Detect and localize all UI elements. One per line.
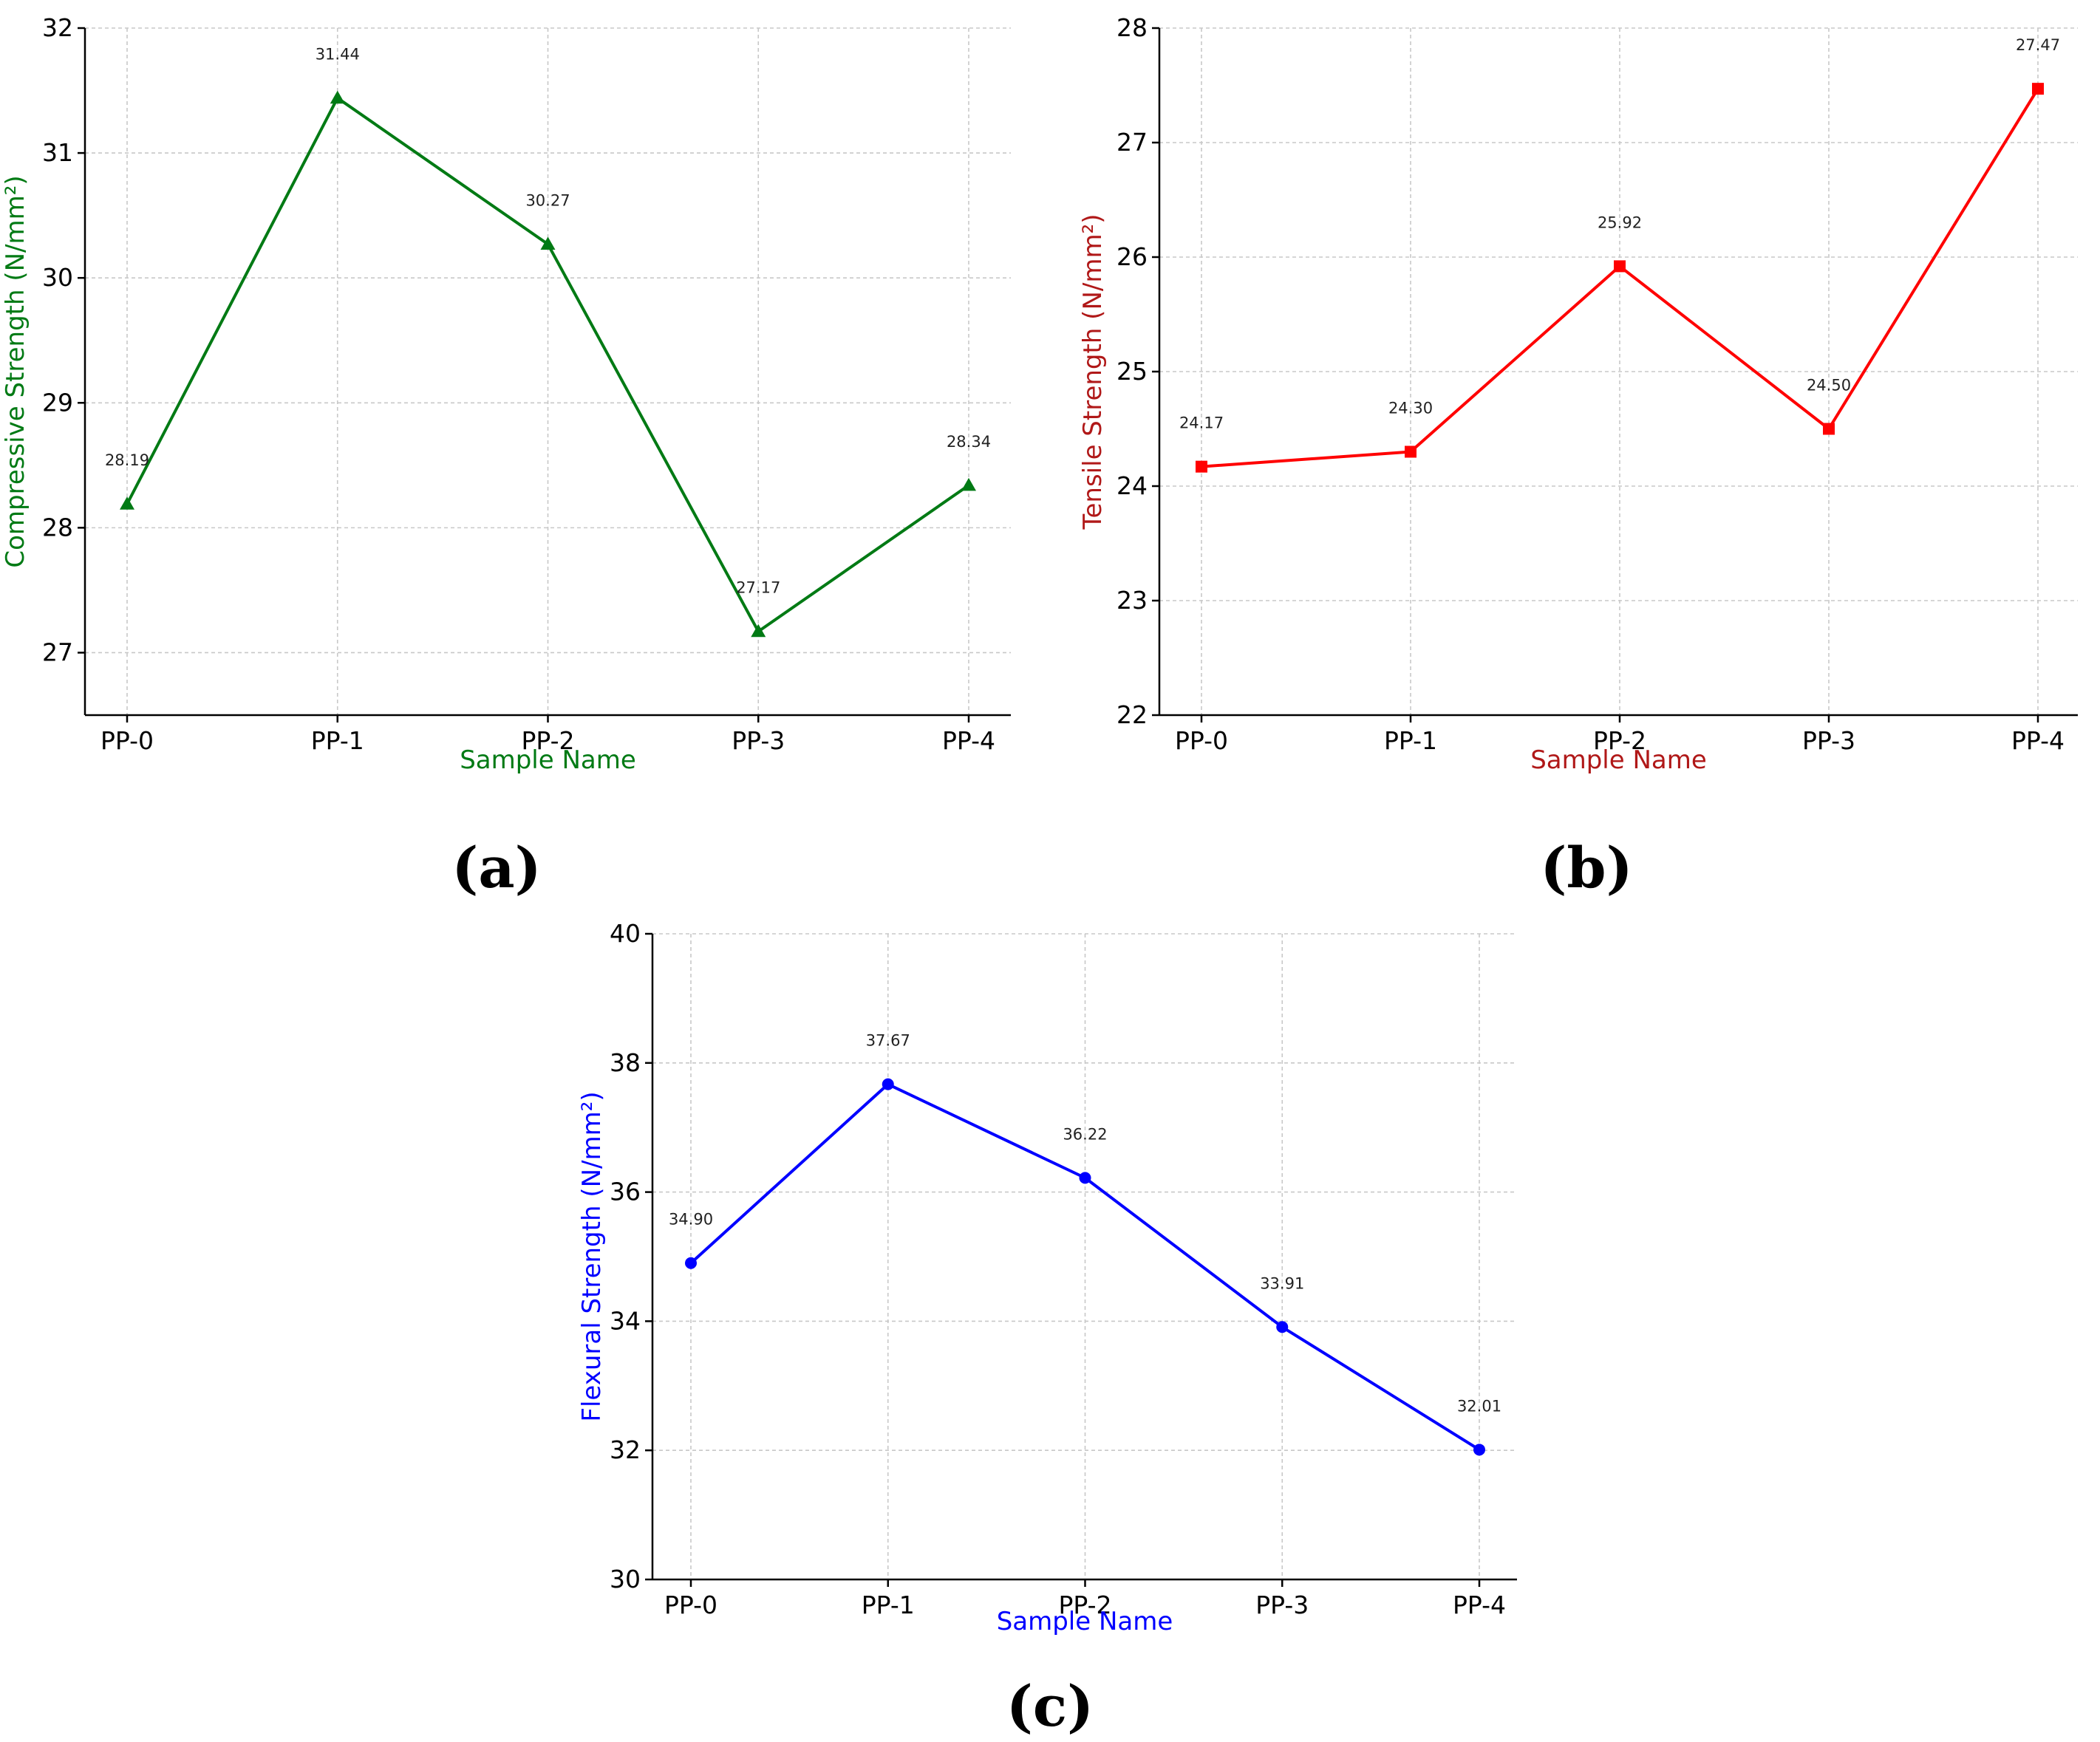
x-tick-label: PP-2 (522, 726, 575, 755)
data-point-marker (1614, 260, 1626, 273)
x-axis-title: Sample Name (1530, 745, 1707, 775)
y-tick-label: 36 (610, 1178, 641, 1206)
x-tick-label: PP-3 (1802, 726, 1855, 755)
compressive-strength-chart: 27 28 29 30 31 32 PP-0 PP-1 PP-2 PP-3 PP-4 Sample N… (1, 13, 1011, 775)
y-tick-label: 27 (1117, 128, 1148, 157)
x-tick-label: PP-0 (100, 726, 154, 755)
data-label: 27.47 (2016, 36, 2060, 54)
y-tick-label: 34 (610, 1306, 641, 1335)
data-label: 31.44 (316, 46, 360, 64)
x-axis-title: Sample Name (997, 1607, 1173, 1636)
x-tick-label: PP-2 (1059, 1591, 1112, 1619)
x-tick-label: PP-3 (732, 726, 785, 755)
data-point-marker (1079, 1172, 1091, 1184)
data-label: 25.92 (1598, 214, 1642, 231)
gridlines (652, 933, 1517, 1580)
y-tick-label: 28 (1117, 13, 1148, 42)
x-tick-label: PP-1 (311, 726, 364, 755)
data-label: 37.67 (866, 1032, 910, 1050)
y-axis-title: Flexural Strength (N/mm²) (577, 1091, 607, 1421)
x-axis-title: Sample Name (460, 745, 636, 775)
data-label: 24.17 (1179, 414, 1224, 432)
y-tick-label: 40 (610, 919, 641, 948)
data-point-marker (540, 236, 556, 250)
x-tick-label: PP-2 (1593, 726, 1646, 755)
y-tick-label: 22 (1117, 700, 1148, 729)
y-tick-label: 38 (610, 1048, 641, 1077)
data-point-marker (1473, 1444, 1485, 1456)
data-point-marker (1823, 423, 1835, 435)
y-tick-label: 30 (610, 1565, 641, 1594)
y-tick-label: 23 (1117, 586, 1148, 615)
y-tick-label: 29 (42, 388, 73, 417)
y-axis-title: Compressive Strength (N/mm²) (1, 175, 30, 567)
data-label: 24.50 (1807, 377, 1851, 394)
data-point-marker (751, 624, 766, 638)
flexural-strength-chart: 30 32 34 36 38 40 PP-0 PP-1 PP-2 PP-3 PP-4 Sample N… (577, 919, 1517, 1636)
panel-label-c: (c) (1006, 1673, 1094, 1739)
x-tick-label: PP-4 (942, 726, 995, 755)
y-tick-label: 31 (42, 138, 73, 167)
y-axis-title: Tensile Strength (N/mm²) (1078, 214, 1108, 530)
x-tick-label: PP-0 (664, 1591, 717, 1619)
y-tick-label: 32 (610, 1435, 641, 1464)
x-tick-label: PP-4 (2011, 726, 2065, 755)
data-point-marker (882, 1078, 894, 1090)
data-point-marker (1405, 445, 1417, 458)
data-label: 34.90 (669, 1211, 713, 1229)
data-point-marker (961, 477, 976, 491)
data-label: 30.27 (525, 192, 570, 210)
data-label: 33.91 (1260, 1274, 1304, 1292)
y-tick-label: 24 (1117, 471, 1148, 500)
panel-label-b: (b) (1540, 835, 1633, 901)
data-label: 36.22 (1063, 1125, 1107, 1143)
data-label: 28.19 (105, 451, 149, 469)
x-tick-label: PP-4 (1453, 1591, 1506, 1619)
data-label: 28.34 (947, 433, 991, 451)
y-tick-label: 30 (42, 263, 73, 292)
x-tick-label: PP-1 (1384, 726, 1437, 755)
gridlines (85, 27, 1011, 715)
tensile-strength-chart: 22 23 24 25 26 27 28 PP-0 PP-1 PP-2 PP-3 PP-4 Sample… (1078, 13, 2078, 775)
data-label: 27.17 (736, 579, 780, 597)
data-point-marker (2032, 83, 2044, 95)
data-point-marker (1276, 1321, 1289, 1333)
data-label: 32.01 (1457, 1397, 1501, 1415)
data-label: 24.30 (1388, 400, 1433, 417)
data-point-marker (330, 90, 345, 104)
panel-label-a: (a) (451, 835, 542, 901)
x-tick-label: PP-3 (1255, 1591, 1309, 1619)
y-tick-label: 28 (42, 513, 73, 542)
gridlines (1159, 27, 2078, 716)
y-tick-label: 26 (1117, 242, 1148, 271)
y-tick-label: 32 (42, 13, 73, 42)
x-tick-label: PP-0 (1175, 726, 1228, 755)
data-point-marker (1196, 460, 1207, 473)
data-point-marker (685, 1257, 697, 1269)
y-tick-label: 25 (1117, 357, 1148, 386)
y-tick-label: 27 (42, 638, 73, 666)
data-point-marker (120, 496, 134, 510)
x-tick-label: PP-1 (862, 1591, 915, 1619)
